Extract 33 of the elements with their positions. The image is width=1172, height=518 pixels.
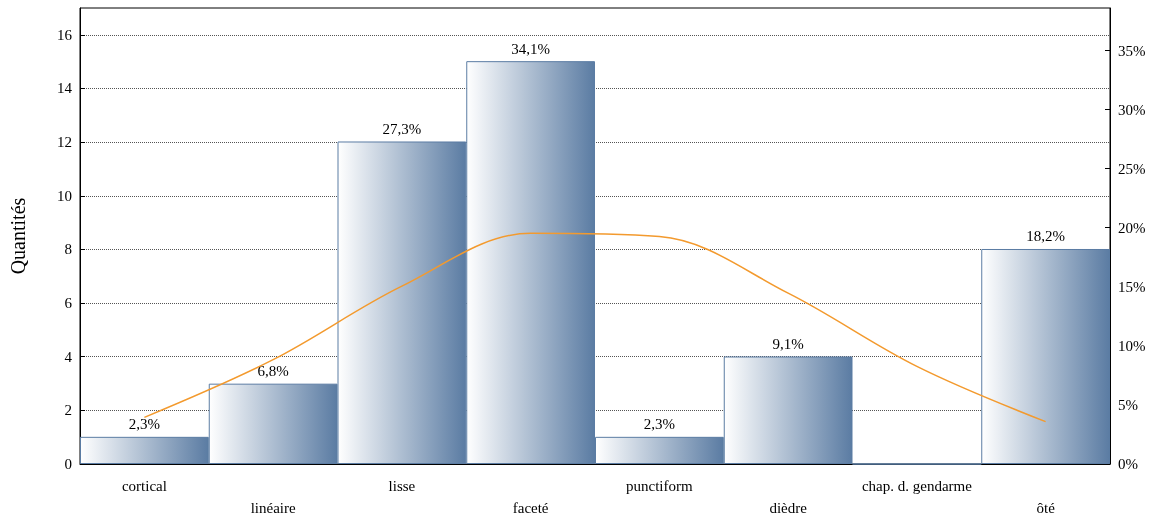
y-tick-label: 6: [64, 295, 73, 312]
y2-tick-label: 35%: [1118, 42, 1146, 59]
x-tick-label: punctiform: [626, 477, 694, 494]
x-tick-label: ôté: [1036, 499, 1056, 516]
data-label: 27,3%: [382, 120, 422, 137]
y-tick-label: 10: [57, 187, 72, 204]
x-tick-label: dièdre: [769, 499, 808, 516]
data-label: 2,3%: [128, 416, 160, 433]
data-label: 6,8%: [257, 363, 289, 380]
y-tick-label: 2: [64, 402, 72, 419]
x-tick-label: chap. d. gendarme: [861, 477, 973, 494]
y-tick-label: 14: [57, 80, 73, 97]
y-tick-label: 8: [64, 241, 72, 258]
data-label: 34,1%: [511, 40, 550, 57]
y2-tick-label: 15%: [1118, 278, 1146, 295]
data-label: 2,3%: [643, 416, 675, 433]
x-tick-label: linéaire: [250, 499, 296, 516]
y-tick-label: 12: [57, 134, 72, 151]
x-tick-label: lisse: [388, 477, 416, 494]
y2-tick-label: 20%: [1118, 219, 1146, 236]
y-axis-title: Quantités: [7, 197, 29, 275]
y-tick-label: 0: [64, 456, 72, 472]
y2-tick-label: 10%: [1118, 337, 1146, 354]
y2-tick-label: 30%: [1118, 101, 1146, 118]
x-tick-label: faceté: [512, 499, 549, 516]
x-tick-label: cortical: [121, 477, 167, 494]
y2-tick-label: 25%: [1118, 160, 1146, 177]
data-label: 9,1%: [772, 336, 804, 352]
y-tick-label: 4: [64, 348, 73, 365]
y2-tick-label: 0%: [1118, 456, 1138, 472]
y-tick-label: 16: [57, 26, 73, 43]
y2-tick-label: 5%: [1118, 396, 1138, 413]
data-label: 18,2%: [1026, 228, 1065, 245]
